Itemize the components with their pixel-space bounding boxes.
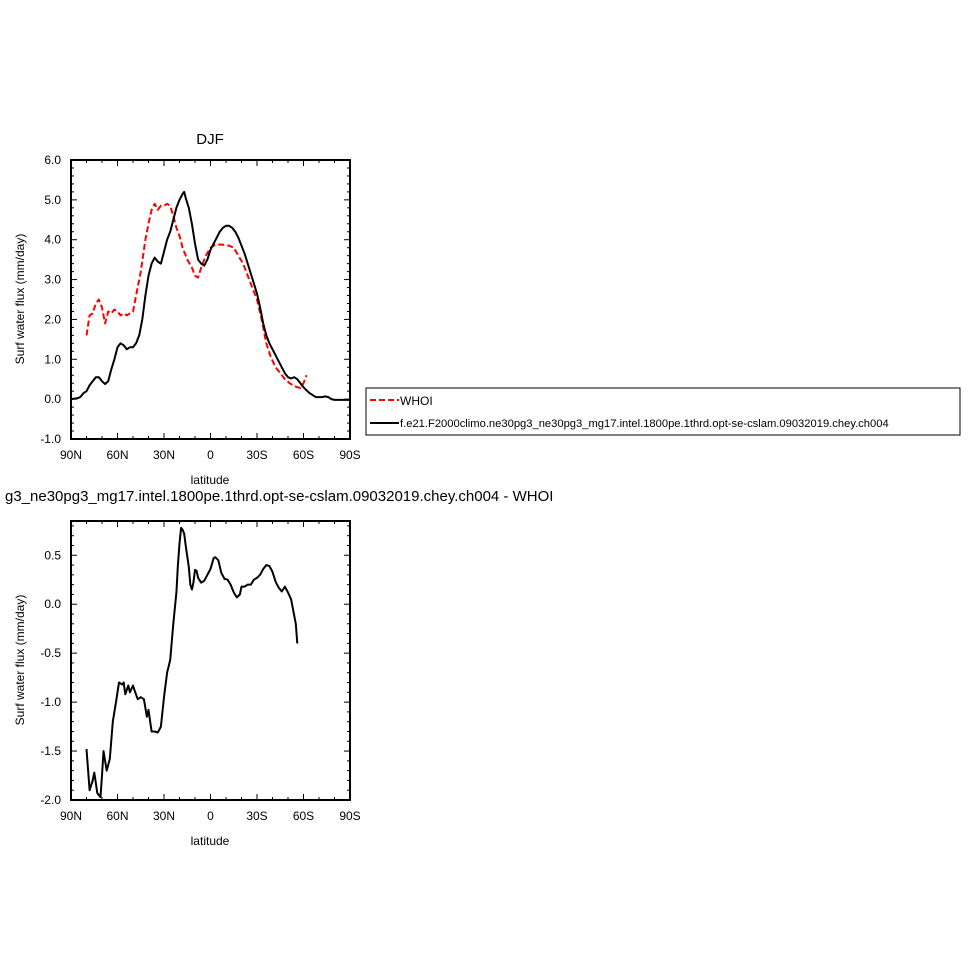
y-tick-label: 0.0 xyxy=(44,597,61,611)
legend-box xyxy=(365,387,961,436)
x-tick-label: 30N xyxy=(153,448,175,462)
chart-title: DJF xyxy=(196,131,224,148)
x-axis-label: latitude xyxy=(191,834,230,848)
x-tick-label: 30N xyxy=(153,809,175,823)
axes-group: 90N 60N 30N 0 30S 60S 90S -1.0 0.0 1.0 2.0 3.0 4.0 5.… xyxy=(40,153,360,462)
legend-label-model: f.e21.F2000climo.ne30pg3_ne30pg3_mg17.in… xyxy=(400,418,889,430)
y-tick-label: -1.5 xyxy=(40,744,61,758)
x-tick-label: 60S xyxy=(293,809,314,823)
y-tick-label: 3.0 xyxy=(44,273,61,287)
x-tick-label: 30S xyxy=(246,448,267,462)
y-tick-label: 4.0 xyxy=(44,233,61,247)
panel-top: DJF Surf water flux (mm/day) latitude 90… xyxy=(13,131,361,487)
y-axis-label: Surf water flux (mm/day) xyxy=(13,234,27,365)
y-tick-label: -1.0 xyxy=(40,432,61,446)
y-tick-label: 1.0 xyxy=(44,352,61,366)
legend-label-whoi: WHOI xyxy=(400,394,433,408)
y-tick-label: -1.0 xyxy=(40,695,61,709)
y-tick-label: -2.0 xyxy=(40,793,61,807)
series-group xyxy=(85,526,299,799)
x-tick-label: 90S xyxy=(339,448,360,462)
x-tick-label: 60N xyxy=(106,809,128,823)
y-tick-label: -0.5 xyxy=(40,646,61,660)
plot-frame xyxy=(70,159,351,440)
x-tick-label: 30S xyxy=(246,809,267,823)
series-group xyxy=(70,190,350,401)
legend: WHOI f.e21.F2000climo.ne30pg3_ne30pg3_mg… xyxy=(365,387,961,436)
y-axis-label: Surf water flux (mm/day) xyxy=(13,595,27,726)
series-line-whoi xyxy=(85,202,308,389)
y-tick-label: 0.0 xyxy=(44,392,61,406)
y-tick-label: 5.0 xyxy=(44,193,61,207)
y-tick-label: 0.5 xyxy=(44,548,61,562)
y-tick-label: 6.0 xyxy=(44,153,61,167)
x-axis-label: latitude xyxy=(191,473,230,487)
series-line-model xyxy=(85,526,299,799)
x-tick-label: 0 xyxy=(207,448,214,462)
x-tick-label: 60S xyxy=(293,448,314,462)
panel-bottom: g3_ne30pg3_mg17.intel.1800pe.1thrd.opt-s… xyxy=(5,488,553,848)
x-tick-label: 90S xyxy=(339,809,360,823)
x-tick-label: 0 xyxy=(207,809,214,823)
y-tick-label: 2.0 xyxy=(44,312,61,326)
plot-frame xyxy=(70,520,351,801)
chart-title-difference: g3_ne30pg3_mg17.intel.1800pe.1thrd.opt-s… xyxy=(5,488,553,505)
x-tick-label: 60N xyxy=(106,448,128,462)
x-tick-label: 90N xyxy=(60,448,82,462)
x-tick-label: 90N xyxy=(60,809,82,823)
series-line-model xyxy=(70,190,350,401)
